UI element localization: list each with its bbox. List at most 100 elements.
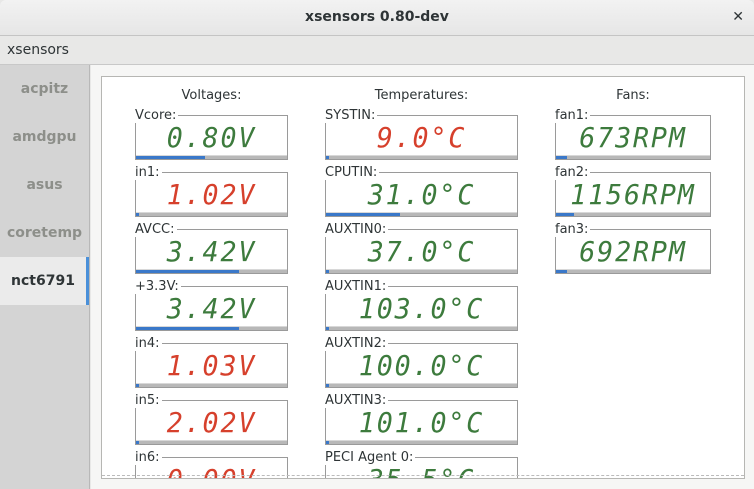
fans-heading: Fans: [616,88,650,103]
sensor-value: 31.0°C [367,178,476,211]
sensor-label: AUXTIN3: [325,393,389,408]
sensor-readout: AUXTIN3: 101.0°C [325,393,518,446]
sensor-label: Vcore: [135,108,179,123]
sensor-level-bar [136,155,287,159]
sensor-display: 103.0°C [325,286,518,331]
sensor-display: 31.0°C [325,172,518,217]
sidebar-item-amdgpu[interactable]: amdgpu [12,129,77,145]
sensor-display: 101.0°C [325,400,518,445]
sidebar-item-coretemp[interactable]: coretemp [6,225,83,241]
sensor-value: 35.5°C [331,464,512,479]
sensor-display: 692RPM [555,229,711,274]
sensor-level-fill [136,270,239,273]
sensor-level-fill [136,156,206,159]
sensor-readout: fan1: 673RPM [555,108,711,161]
sensor-readout: in6:0.00V [135,450,288,479]
sensor-level-fill [136,441,139,444]
sensor-level-bar [556,155,710,159]
sensor-label: fan3: [555,222,591,237]
sensor-value: 0.00V [140,464,283,479]
close-icon[interactable]: ✕ [732,9,744,25]
sensor-value: 37.0°C [367,235,476,268]
sensor-readout: AVCC: 3.42V [135,222,288,275]
sensor-readout: in5: 2.02V [135,393,288,446]
chip-sidebar: acpitz amdgpu asus coretemp nct6791 [0,65,90,489]
sensor-display: 100.0°C [325,343,518,388]
sensor-level-bar [326,269,517,273]
sensor-value: 1156RPM [570,178,696,211]
sensor-label: in1: [135,165,162,180]
sidebar-item-nct6791[interactable]: nct6791 [0,257,89,305]
sensor-display: 0.80V [135,115,288,160]
sensor-display: 37.0°C [325,229,518,274]
sensor-label: AUXTIN1: [325,279,389,294]
sensor-readout: SYSTIN: 9.0°C [325,108,518,161]
sensor-display: 1.03V [135,343,288,388]
sidebar-item-asus[interactable]: asus [26,177,63,193]
sensor-label: in6: [135,450,162,465]
sensor-value: 100.0°C [358,349,485,382]
sensor-display: 673RPM [555,115,711,160]
sensor-level-bar [326,383,517,387]
sensor-label: AUXTIN0: [325,222,389,237]
sensor-label: CPUTIN: [325,165,380,180]
sensor-label: +3.3V: [135,279,181,294]
sensor-readout: Vcore: 0.80V [135,108,288,161]
sensor-level-fill [326,441,329,444]
sidebar-item-acpitz[interactable]: acpitz [20,81,69,97]
sensor-value: 1.02V [166,178,257,211]
fans-column: Fans: fan1: 673RPM fan2: 1156RPM fan3: 692RPM [555,77,711,478]
sensor-value: 1.03V [166,349,257,382]
window-title: xsensors 0.80-dev [305,9,449,25]
sensor-level-bar [556,269,710,273]
sensor-value: 9.0°C [376,121,467,154]
sensor-label: SYSTIN: [325,108,378,123]
sensor-value: 3.42V [166,292,257,325]
sensor-label: in4: [135,336,162,351]
sensor-readout: fan2: 1156RPM [555,165,711,218]
temperatures-column: Temperatures: SYSTIN: 9.0°C CPUTIN: 31.0°C AU… [325,77,518,478]
sensor-level-fill [556,213,575,216]
sensor-readout: CPUTIN: 31.0°C [325,165,518,218]
sensor-level-bar [326,326,517,330]
sensor-level-fill [326,327,329,330]
sensor-value: 101.0°C [358,406,485,439]
sensor-level-bar [136,326,287,330]
sensor-label: in5: [135,393,162,408]
sensor-label: AVCC: [135,222,177,237]
sensor-value: 103.0°C [358,292,485,325]
voltages-column: Voltages: Vcore: 0.80V in1: 1.02V AVCC: 3.42V +… [135,77,288,478]
sensor-level-fill [136,327,239,330]
sensor-label: fan1: [555,108,591,123]
sensor-display: 2.02V [135,400,288,445]
temperatures-heading: Temperatures: [374,88,469,103]
sensor-value: 2.02V [166,406,257,439]
sensor-label: AUXTIN2: [325,336,389,351]
sensor-level-fill [136,213,139,216]
title-bar: xsensors 0.80-dev ✕ [0,0,754,36]
sensor-value: 0.80V [166,121,257,154]
sensor-level-bar [326,212,517,216]
sensor-readout: in1: 1.02V [135,165,288,218]
sensor-level-bar [136,383,287,387]
sensor-display: 3.42V [135,229,288,274]
sensor-readout: AUXTIN2: 100.0°C [325,336,518,389]
menu-bar: xsensors [0,36,754,65]
sensor-level-fill [326,384,329,387]
sensor-level-bar [136,440,287,444]
sensor-level-fill [326,156,329,159]
sensor-readout: PECI Agent 0:35.5°C [325,450,518,479]
sensor-readout: +3.3V: 3.42V [135,279,288,332]
sensor-display: 1156RPM [555,172,711,217]
sensor-display: 9.0°C [325,115,518,160]
sensor-level-bar [136,212,287,216]
sensor-level-fill [326,213,401,216]
sensor-readout: AUXTIN0: 37.0°C [325,222,518,275]
sensor-level-bar [326,440,517,444]
sensor-readout: fan3: 692RPM [555,222,711,275]
sensor-level-bar [556,212,710,216]
app-menu[interactable]: xsensors [7,42,69,58]
sensor-readout: in4: 1.03V [135,336,288,389]
sensor-frame: Voltages: Vcore: 0.80V in1: 1.02V AVCC: 3.42V +… [101,76,745,479]
sensor-level-fill [326,270,329,273]
